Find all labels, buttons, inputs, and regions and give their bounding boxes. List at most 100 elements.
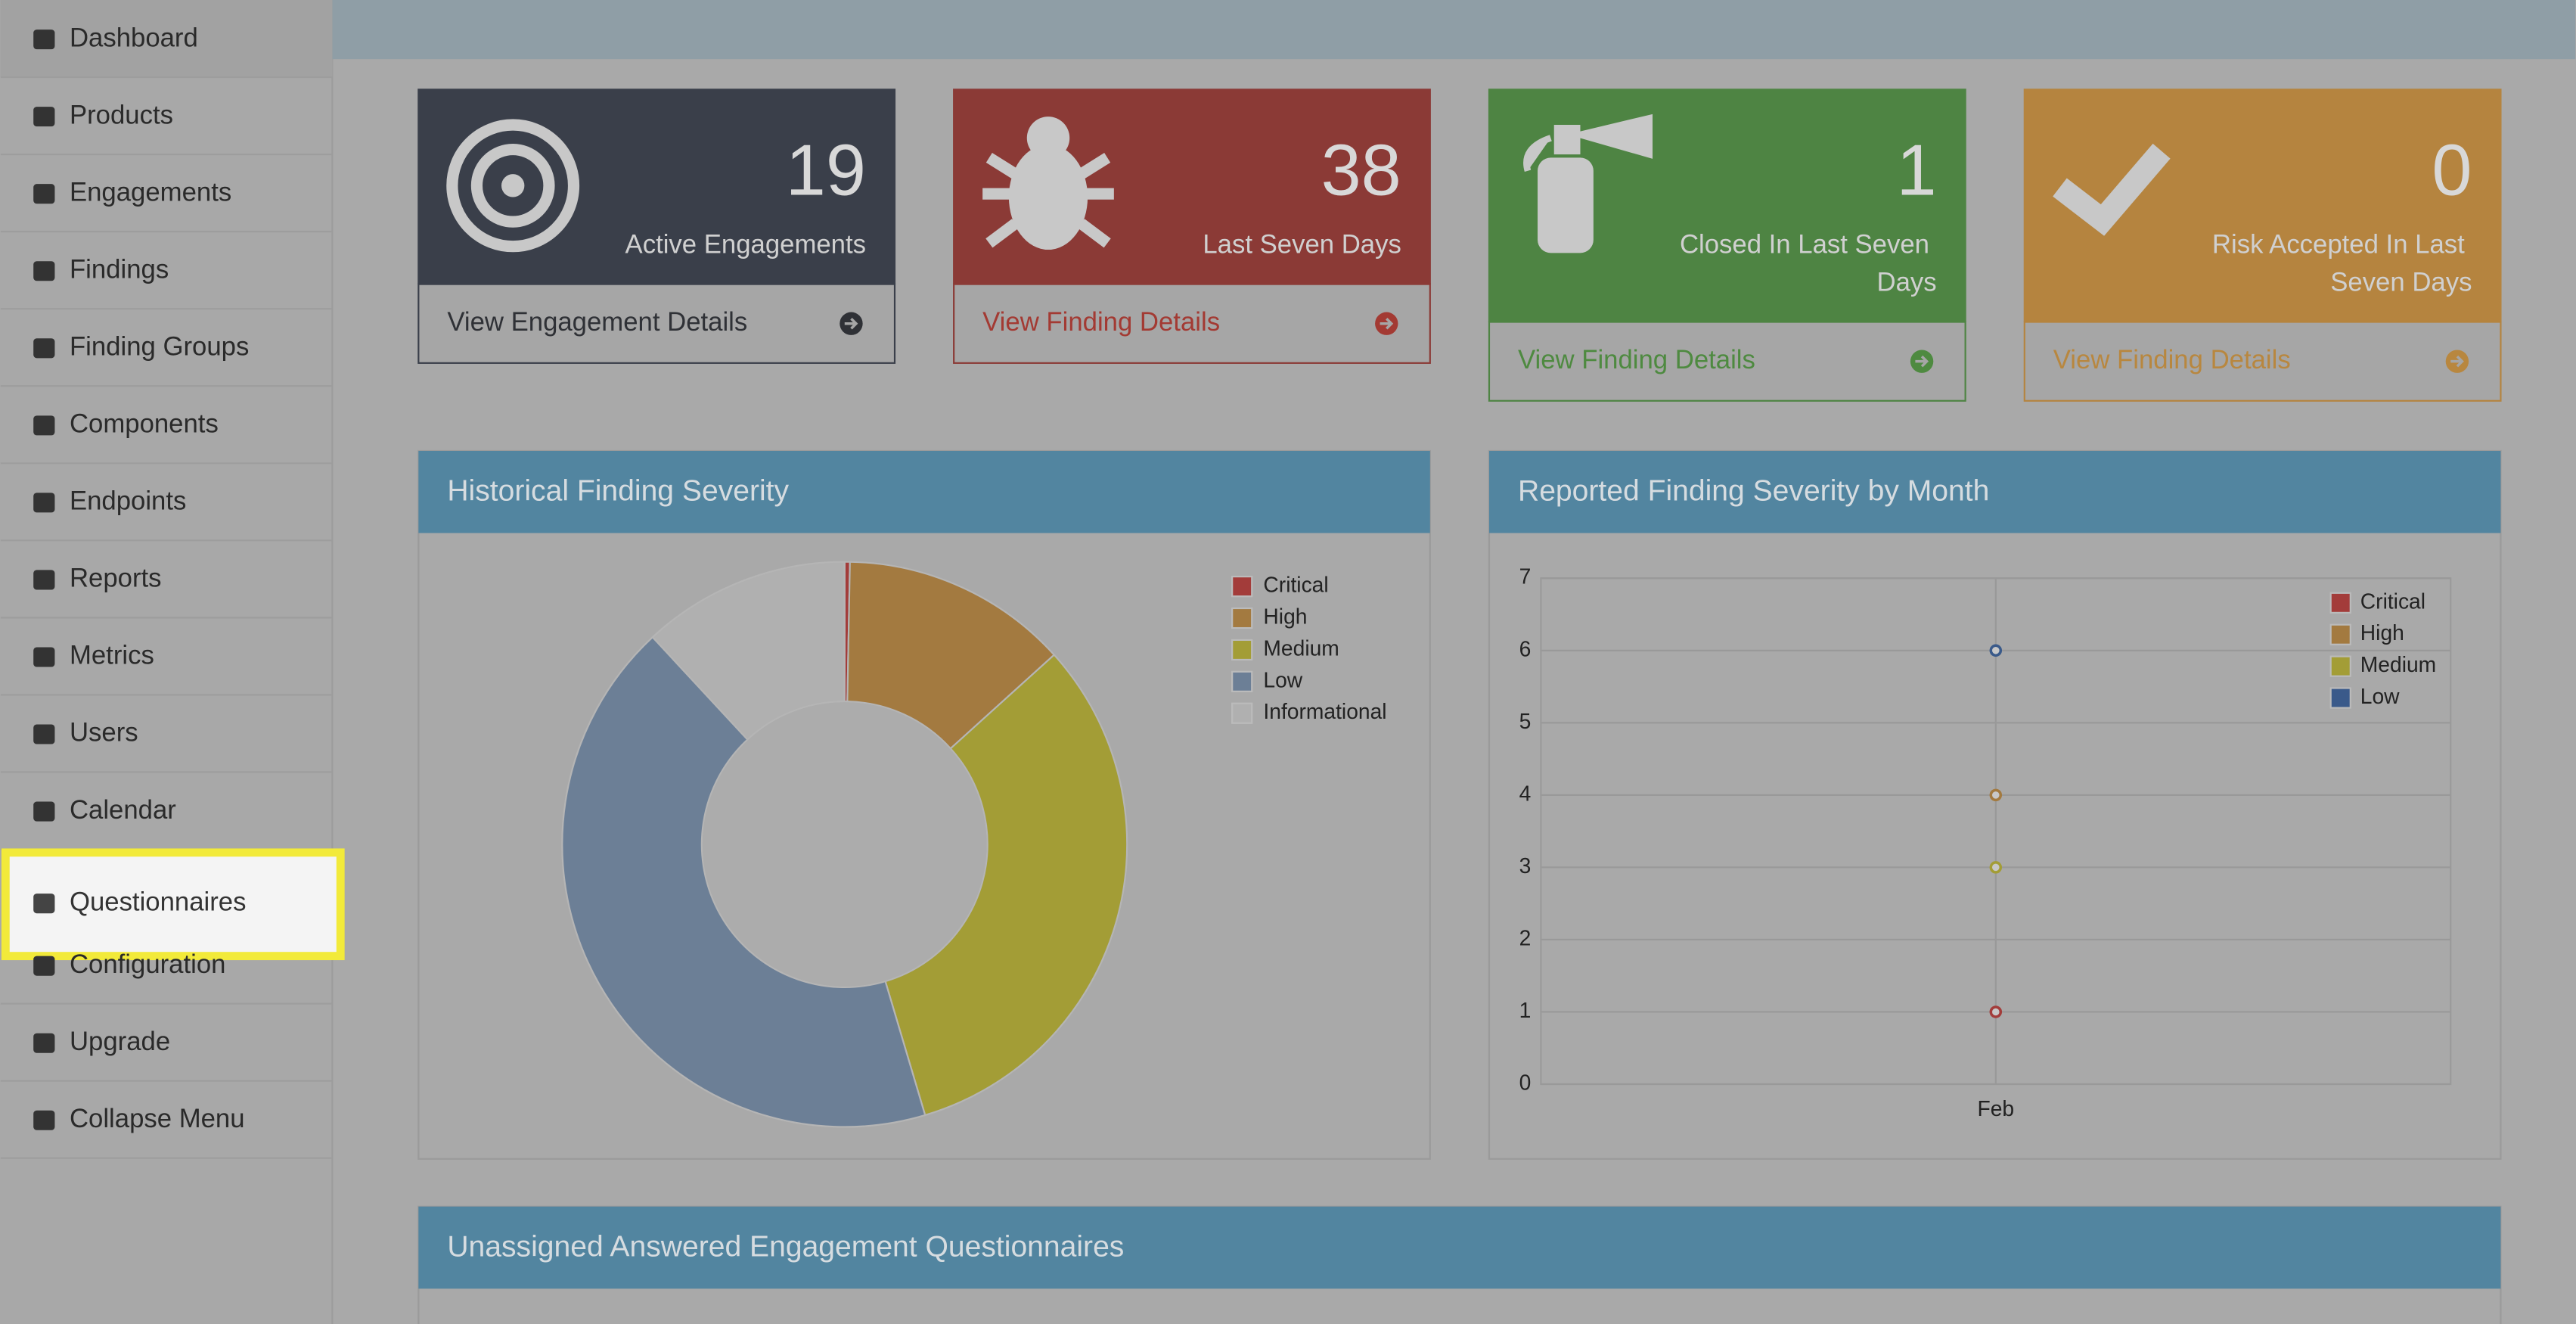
card-icon (446, 119, 580, 253)
panel-header (418, 450, 1430, 533)
legend-swatch (1231, 670, 1253, 692)
card-icon (1523, 113, 1653, 253)
link-arrow-glyph (1380, 317, 1394, 330)
y-tick-label: 7 (1519, 564, 1532, 589)
card-link[interactable]: View Finding Details (982, 308, 1220, 337)
panels: Historical Finding Severity Reported Find… (417, 449, 2502, 1324)
card: 0 Risk Accepted In Last Seven Days View Fi… (2023, 89, 2502, 402)
donut-slice (651, 561, 846, 741)
card-link[interactable]: View Engagement Details (447, 308, 747, 337)
menu-icon (33, 415, 55, 436)
menu-icon (33, 801, 55, 822)
legend-swatch (2329, 655, 2351, 677)
panel-title: Reported Finding Severity by Month (1518, 475, 1989, 508)
legend-swatch (2329, 623, 2351, 645)
card-label: Active Engagements (625, 231, 866, 260)
legend-swatch (2329, 687, 2351, 709)
card-footer (953, 283, 1431, 364)
card-icon (982, 117, 1114, 250)
point (1989, 644, 2003, 657)
y-tick-label: 6 (1519, 636, 1532, 660)
donut-slice (884, 654, 1128, 1117)
card-label: Closed In Last Seven Days (1680, 231, 1937, 297)
icon (501, 174, 525, 197)
y-tick-label: 5 (1519, 709, 1532, 733)
legend-label: High (2360, 620, 2404, 645)
menu-item[interactable]: Endpoints (70, 487, 186, 516)
legend-label: Low (1263, 667, 1302, 692)
legend-label: Informational (1263, 699, 1386, 723)
menu-icon (33, 1033, 55, 1053)
card-label: Last Seven Days (1203, 231, 1401, 260)
card-footer (417, 283, 896, 364)
legend-label: Critical (2360, 589, 2425, 613)
menu-item[interactable]: Components (70, 410, 219, 439)
y-tick-label: 1 (1519, 998, 1532, 1022)
point (1989, 788, 2003, 802)
legend-swatch (1231, 576, 1253, 598)
legend-label: Medium (2360, 652, 2436, 676)
icon (1008, 145, 1088, 250)
menu-item[interactable]: Configuration (70, 950, 226, 979)
menu-item[interactable]: Questionnaires (70, 887, 247, 916)
panel-header (418, 1206, 2501, 1289)
y-tick-label: 0 (1519, 1070, 1532, 1094)
legend-label: High (1263, 604, 1307, 628)
legend-label: Critical (1263, 573, 1328, 597)
menu-item[interactable]: Finding Groups (70, 332, 249, 361)
icon (2053, 143, 2171, 236)
icon (982, 152, 1114, 248)
y-tick-label: 3 (1519, 853, 1532, 878)
menu-item[interactable]: Metrics (70, 642, 154, 670)
legend-label: Low (2360, 684, 2400, 708)
menu-item[interactable]: Reports (70, 564, 162, 593)
card-icon (2053, 143, 2171, 236)
top-bar (332, 0, 2576, 60)
legend-swatch (2329, 592, 2351, 614)
x-tick-label: Feb (1977, 1096, 2014, 1120)
menu-item[interactable]: Dashboard (70, 23, 198, 52)
menu-icon (33, 493, 55, 513)
card: 38 Last Seven Days View Finding Details (953, 89, 1431, 364)
menu-item[interactable]: Users (70, 719, 138, 747)
menu-icon (33, 956, 55, 976)
icon (1553, 125, 1581, 155)
panel-title: Unassigned Answered Engagement Questionn… (447, 1230, 1124, 1263)
legend-label: Medium (1263, 636, 1339, 660)
y-tick-label: 4 (1519, 781, 1532, 805)
menu-item[interactable]: Upgrade (70, 1027, 170, 1056)
card-link[interactable]: View Finding Details (1518, 346, 1755, 375)
donut-slice (846, 561, 1056, 750)
menu-icon (33, 570, 55, 590)
menu-item[interactable]: Calendar (70, 796, 176, 825)
menu-active-bg (0, 0, 333, 78)
legend-swatch (1231, 639, 1253, 661)
legend-swatch (1231, 702, 1253, 724)
menu-item[interactable]: Products (70, 101, 173, 129)
menu-icon (33, 338, 55, 359)
sidebar (0, 0, 333, 1324)
icon (446, 119, 580, 253)
card-value: 0 (2432, 131, 2472, 211)
menu-icon (33, 724, 55, 744)
sidebar-menu: Dashboard Products Engagements Findings Find… (0, 0, 345, 1159)
point (1989, 1005, 2003, 1018)
card-link[interactable]: View Finding Details (2053, 346, 2291, 375)
menu-icon (33, 30, 55, 50)
icon (1538, 157, 1594, 253)
menu-item[interactable]: Collapse Menu (70, 1105, 245, 1133)
menu-item[interactable]: Findings (70, 255, 169, 284)
link-arrow-glyph (2450, 355, 2464, 368)
point (1989, 861, 2003, 874)
card-value: 38 (1321, 131, 1401, 211)
menu-item[interactable]: Engagements (70, 178, 231, 207)
panel-header (1488, 450, 2501, 533)
menu-icon (33, 1110, 55, 1130)
menu-icon (33, 647, 55, 667)
y-tick-label: 2 (1519, 925, 1532, 949)
menu-icon (33, 261, 55, 281)
menu-icon (33, 184, 55, 204)
menu-icon (33, 894, 55, 914)
